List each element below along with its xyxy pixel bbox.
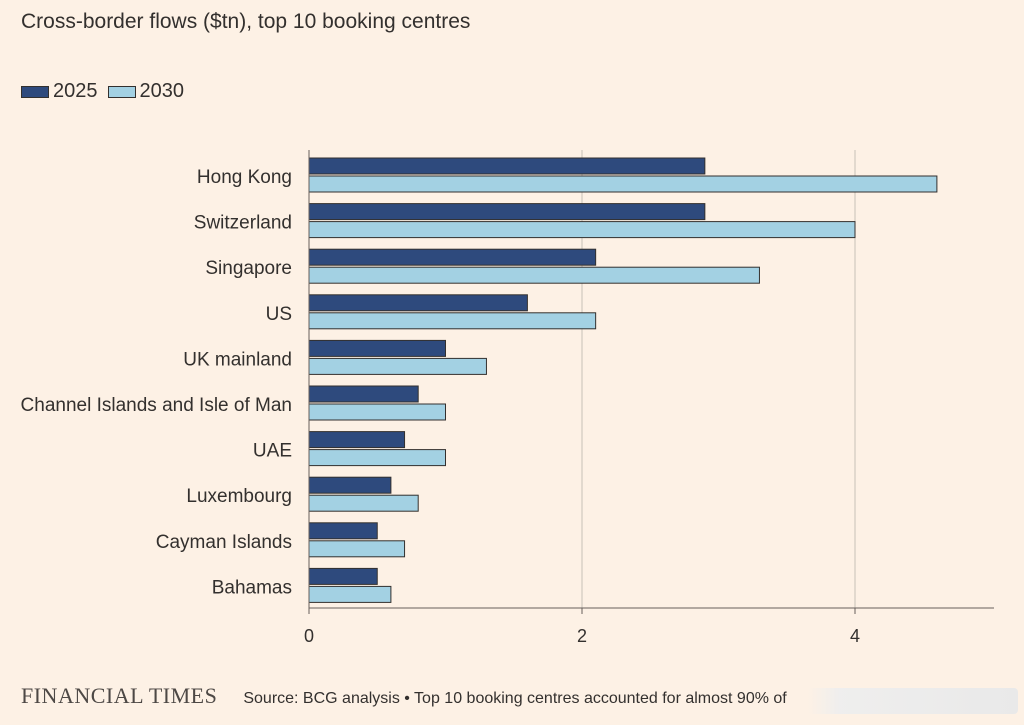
bar-2030 — [308, 540, 406, 558]
x-tick-label: 0 — [304, 626, 314, 646]
bar-2025 — [308, 476, 392, 494]
bar-2030 — [308, 585, 392, 603]
bar-2030 — [308, 403, 446, 421]
category-label: Bahamas — [212, 577, 292, 598]
legend-item-2025: 2025 — [21, 80, 98, 103]
bar-2025 — [308, 248, 597, 266]
x-tick-label: 2 — [577, 626, 587, 646]
bar-2030 — [308, 449, 446, 467]
x-tick-label: 4 — [850, 626, 860, 646]
chart-title: Cross-border flows ($tn), top 10 booking… — [21, 10, 471, 33]
category-label: Channel Islands and Isle of Man — [21, 395, 292, 416]
bar-2030 — [308, 266, 760, 284]
bar-2030 — [308, 312, 597, 330]
bar-2025 — [308, 203, 706, 221]
footer: FINANCIAL TIMES Source: BCG analysis • T… — [21, 683, 1021, 709]
watermark-overlay — [808, 688, 1018, 714]
bar-2025 — [308, 567, 378, 585]
bar-2025 — [308, 157, 706, 175]
bar-2030 — [308, 175, 938, 193]
bar-2030 — [308, 221, 856, 239]
category-label: Singapore — [205, 258, 292, 279]
legend-label-2025: 2025 — [53, 80, 98, 102]
legend-swatch-2030 — [107, 85, 136, 98]
bar-2030 — [308, 494, 419, 512]
category-label: Cayman Islands — [156, 532, 292, 553]
legend-label-2030: 2030 — [139, 80, 185, 102]
bar-2030 — [308, 357, 487, 375]
category-label: Hong Kong — [197, 167, 292, 188]
ft-logo: FINANCIAL TIMES — [21, 683, 218, 708]
bar-2025 — [308, 339, 446, 357]
bar-2025 — [308, 431, 406, 449]
bar-2025 — [308, 294, 528, 312]
legend-item-2030: 2030 — [107, 80, 185, 103]
bar-2025 — [308, 522, 378, 540]
legend-swatch-2025 — [21, 85, 49, 98]
category-label: UK mainland — [183, 349, 292, 370]
category-label: UAE — [253, 441, 292, 462]
source-note: Source: BCG analysis • Top 10 booking ce… — [243, 690, 787, 707]
bar-2025 — [308, 385, 419, 403]
category-label: Switzerland — [194, 213, 292, 234]
category-label: Luxembourg — [186, 486, 292, 507]
category-label: US — [266, 304, 292, 325]
legend: 2025 2030 — [21, 80, 194, 103]
